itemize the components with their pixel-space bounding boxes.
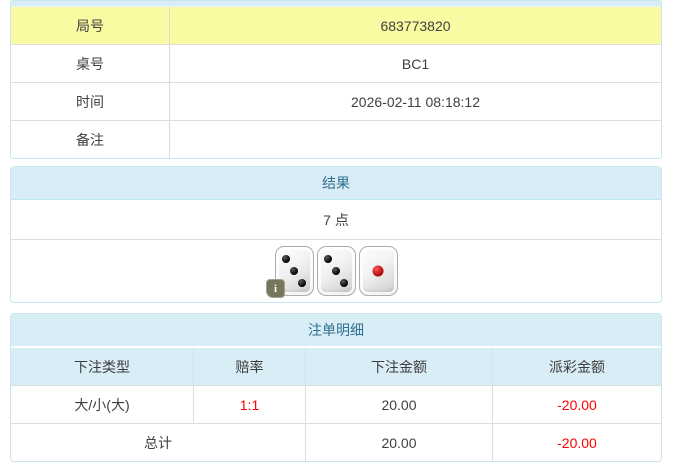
result-panel-title: 结果 xyxy=(11,167,661,200)
total-payout-amount: -20.00 xyxy=(492,424,661,461)
dice-strip: i xyxy=(266,246,399,298)
table-row-remark: 备注 xyxy=(11,120,661,158)
result-panel: 结果 7 点 i xyxy=(10,166,662,303)
die-3-icon xyxy=(316,246,356,296)
total-bet-amount: 20.00 xyxy=(305,424,492,461)
remark-label: 备注 xyxy=(11,121,170,158)
column-header-bet-type: 下注类型 xyxy=(74,358,130,375)
table-id-label: 桌号 xyxy=(11,45,170,82)
column-header-odds: 赔率 xyxy=(193,348,305,385)
game-id-label: 局号 xyxy=(11,7,170,44)
game-info-panel: 局号 683773820 桌号 BC1 时间 2026-02-11 08:18:… xyxy=(10,0,662,159)
time-value: 2026-02-11 08:18:12 xyxy=(351,93,480,110)
bet-table-row: 大/小(大) 1:1 20.00 -20.00 xyxy=(11,385,661,423)
time-label: 时间 xyxy=(11,83,170,120)
payout-amount-value: -20.00 xyxy=(492,386,661,423)
odds-value: 1:1 xyxy=(193,386,305,423)
die-1-icon xyxy=(358,246,398,296)
column-header-bet-amount: 下注金额 xyxy=(305,348,492,385)
total-label: 总计 xyxy=(144,434,172,451)
bet-details-panel: 注单明细 下注类型 赔率 下注金额 派彩金额 大/小(大) 1:1 20.00 … xyxy=(10,313,662,462)
bet-amount-value: 20.00 xyxy=(305,386,492,423)
result-points: 7 点 xyxy=(11,200,661,240)
dice-row: i xyxy=(11,240,661,302)
table-row-table-id: 桌号 BC1 xyxy=(11,44,661,82)
table-row-game-id: 局号 683773820 xyxy=(11,7,661,44)
info-icon[interactable]: i xyxy=(266,279,285,298)
column-header-payout-amount: 派彩金额 xyxy=(492,348,661,385)
bet-details-title: 注单明细 xyxy=(11,314,661,348)
bet-table-total-row: 总计 20.00 -20.00 xyxy=(11,423,661,461)
table-row-time: 时间 2026-02-11 08:18:12 xyxy=(11,82,661,120)
bet-table-header-row: 下注类型 赔率 下注金额 派彩金额 xyxy=(11,348,661,385)
game-info-top-strip xyxy=(11,1,661,7)
table-id-value: BC1 xyxy=(401,55,430,72)
bet-type-value: 大/小(大) xyxy=(74,396,130,413)
game-id-value: 683773820 xyxy=(380,17,451,34)
die-3-icon xyxy=(274,246,314,296)
remark-value xyxy=(170,121,661,158)
